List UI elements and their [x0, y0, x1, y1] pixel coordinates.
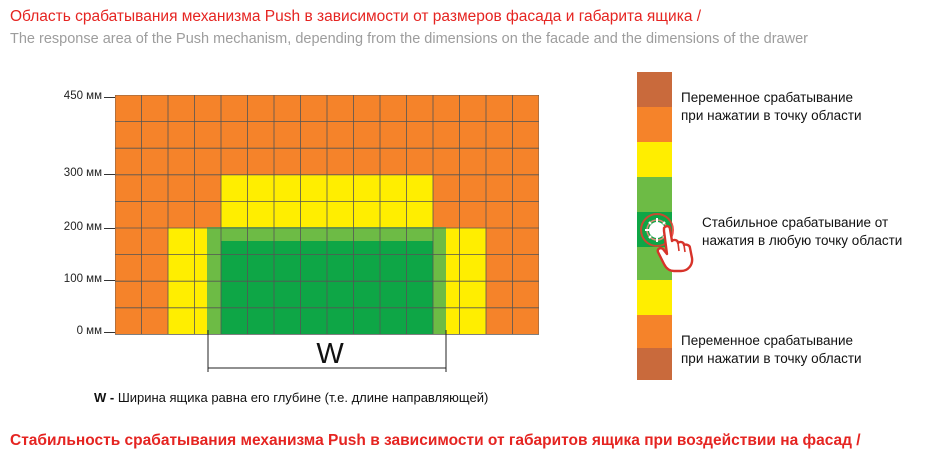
- legend-top-line2: при нажатии в точку области: [681, 108, 862, 123]
- width-letter: W: [316, 338, 344, 370]
- width-note-text: Ширина ящика равна его глубине (т.е. дли…: [114, 390, 489, 405]
- legend-segment-dark-orange-top: [637, 72, 672, 107]
- pressing-hand-icon: [640, 213, 694, 273]
- y-label-450: 450 мм: [63, 90, 102, 102]
- legend-segment-yellow-bottom: [637, 280, 672, 315]
- legend-segment-orange-bottom: [637, 315, 672, 348]
- legend-middle-line2: нажатия в любую точку области: [702, 233, 903, 248]
- y-label-0: 0 мм: [76, 325, 102, 337]
- subtitle: The response area of the Push mechanism,…: [10, 31, 808, 47]
- legend-segment-dark-orange-bottom: [637, 348, 672, 380]
- bottom-title: Стабильность срабатывания механизма Push…: [10, 432, 861, 449]
- y-tick-450: [104, 97, 116, 98]
- legend-segment-light-green-top: [637, 177, 672, 212]
- legend-bottom-text: Переменное срабатывание при нажатии в то…: [681, 332, 862, 368]
- legend-segment-orange-top: [637, 107, 672, 142]
- legend-top-line1: Переменное срабатывание: [681, 90, 854, 105]
- response-area-grid: [115, 95, 539, 335]
- legend-middle-text: Стабильное срабатывание от нажатия в люб…: [702, 214, 902, 250]
- y-tick-200: [104, 228, 116, 229]
- legend-bottom-line2: при нажатии в точку области: [681, 351, 862, 366]
- y-label-300: 300 мм: [63, 167, 102, 179]
- y-tick-300: [104, 174, 116, 175]
- width-dimension: [207, 330, 447, 372]
- legend-middle-line1: Стабильное срабатывание от: [702, 215, 889, 230]
- legend-bottom-line1: Переменное срабатывание: [681, 333, 854, 348]
- legend-top-text: Переменное срабатывание при нажатии в то…: [681, 89, 862, 125]
- y-tick-0: [104, 332, 116, 333]
- y-tick-100: [104, 280, 116, 281]
- y-label-100: 100 мм: [63, 273, 102, 285]
- y-label-200: 200 мм: [63, 221, 102, 233]
- title: Область срабатывания механизма Push в за…: [10, 8, 702, 25]
- width-note: W - Ширина ящика равна его глубине (т.е.…: [94, 390, 488, 405]
- width-note-key: W -: [94, 390, 115, 405]
- legend-segment-yellow-top: [637, 142, 672, 177]
